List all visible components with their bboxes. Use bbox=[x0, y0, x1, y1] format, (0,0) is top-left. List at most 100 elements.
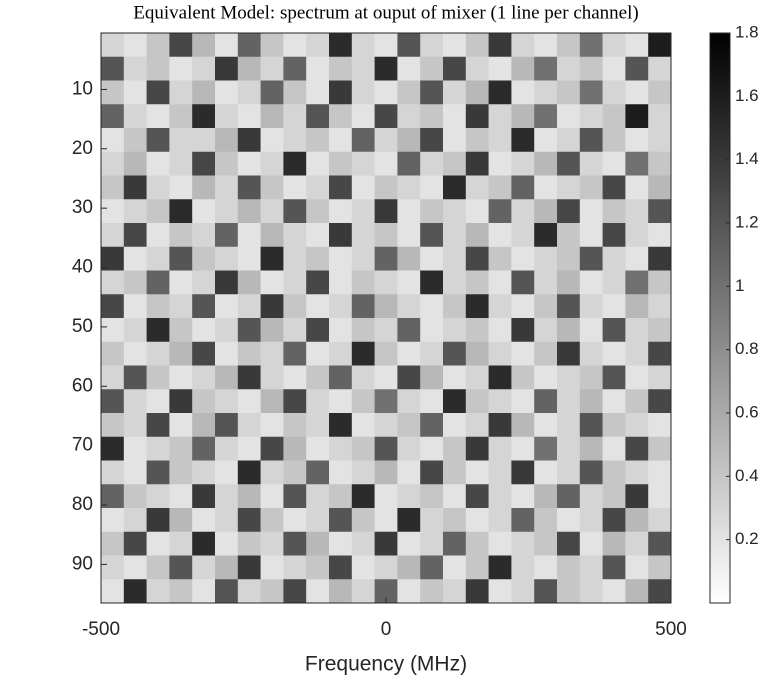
heatmap-cell bbox=[169, 104, 193, 129]
heatmap-cell bbox=[329, 460, 353, 485]
heatmap-cell bbox=[260, 341, 284, 366]
heatmap-cell bbox=[260, 413, 284, 438]
heatmap-cell bbox=[146, 104, 170, 129]
heatmap-cell bbox=[511, 175, 535, 200]
heatmap-cell bbox=[465, 246, 489, 271]
heatmap-cell bbox=[511, 33, 535, 58]
heatmap-cell bbox=[465, 365, 489, 390]
y-tick-label: 30 bbox=[72, 197, 93, 218]
heatmap-cell bbox=[351, 579, 375, 604]
heatmap-cell bbox=[648, 33, 672, 58]
heatmap-cell bbox=[351, 223, 375, 248]
heatmap-cell bbox=[283, 484, 307, 509]
heatmap-cell bbox=[511, 508, 535, 533]
heatmap-cell bbox=[420, 508, 444, 533]
heatmap-cell bbox=[488, 579, 512, 604]
heatmap-cell bbox=[625, 531, 649, 556]
heatmap-cell bbox=[329, 508, 353, 533]
heatmap-cell bbox=[511, 56, 535, 81]
heatmap-cell bbox=[237, 413, 261, 438]
heatmap-cell bbox=[397, 104, 421, 129]
heatmap-cell bbox=[465, 80, 489, 105]
heatmap-cell bbox=[306, 555, 330, 580]
heatmap-cell bbox=[169, 389, 193, 414]
heatmap-cell bbox=[101, 294, 125, 319]
heatmap-cell bbox=[192, 579, 216, 604]
heatmap-cell bbox=[420, 175, 444, 200]
heatmap-cell bbox=[374, 223, 398, 248]
heatmap-cell bbox=[397, 436, 421, 461]
heatmap-cell bbox=[329, 555, 353, 580]
colorbar-tick-label: 1.8 bbox=[735, 22, 759, 41]
heatmap-cell bbox=[101, 413, 125, 438]
heatmap-cell bbox=[283, 365, 307, 390]
chart-title: Equivalent Model: spectrum at ouput of m… bbox=[133, 2, 638, 23]
heatmap-cell bbox=[146, 270, 170, 295]
heatmap-cell bbox=[146, 341, 170, 366]
heatmap-cell bbox=[579, 246, 603, 271]
heatmap-cell bbox=[511, 104, 535, 129]
heatmap-cell bbox=[443, 56, 467, 81]
heatmap-cell bbox=[488, 270, 512, 295]
heatmap-cell bbox=[534, 56, 558, 81]
heatmap-cell bbox=[397, 389, 421, 414]
heatmap-cell bbox=[260, 365, 284, 390]
heatmap-cell bbox=[101, 531, 125, 556]
heatmap-cell bbox=[123, 128, 147, 153]
heatmap-cell bbox=[283, 531, 307, 556]
heatmap-cell bbox=[169, 555, 193, 580]
heatmap-cell bbox=[465, 436, 489, 461]
heatmap-cell bbox=[237, 246, 261, 271]
heatmap-cell bbox=[397, 579, 421, 604]
heatmap-cell bbox=[351, 104, 375, 129]
heatmap-cell bbox=[534, 128, 558, 153]
heatmap-cell bbox=[260, 33, 284, 58]
heatmap-cell bbox=[397, 508, 421, 533]
heatmap-cell bbox=[602, 199, 626, 224]
heatmap-cell bbox=[465, 555, 489, 580]
heatmap-cell bbox=[465, 294, 489, 319]
heatmap-cell bbox=[579, 318, 603, 343]
colorbar bbox=[709, 32, 731, 604]
heatmap-cell bbox=[101, 270, 125, 295]
heatmap-cell bbox=[215, 104, 239, 129]
heatmap-cell bbox=[488, 531, 512, 556]
heatmap-cell bbox=[648, 294, 672, 319]
heatmap-cell bbox=[465, 484, 489, 509]
heatmap-cell bbox=[146, 460, 170, 485]
heatmap-cell bbox=[283, 246, 307, 271]
heatmap-cell bbox=[351, 389, 375, 414]
heatmap-cell bbox=[602, 460, 626, 485]
heatmap-cell bbox=[534, 318, 558, 343]
heatmap-cell bbox=[237, 199, 261, 224]
heatmap-cell bbox=[306, 365, 330, 390]
heatmap-cell bbox=[534, 341, 558, 366]
heatmap-cell bbox=[443, 128, 467, 153]
heatmap-cell bbox=[648, 223, 672, 248]
heatmap-cell bbox=[488, 413, 512, 438]
heatmap-cell bbox=[397, 460, 421, 485]
heatmap-cell bbox=[306, 318, 330, 343]
heatmap-cell bbox=[260, 128, 284, 153]
heatmap-cell bbox=[465, 199, 489, 224]
heatmap-cell bbox=[260, 246, 284, 271]
heatmap-cell bbox=[579, 175, 603, 200]
heatmap-cell bbox=[648, 579, 672, 604]
heatmap-cell bbox=[283, 270, 307, 295]
heatmap-cell bbox=[557, 128, 581, 153]
heatmap-cell bbox=[192, 460, 216, 485]
heatmap-cell bbox=[192, 80, 216, 105]
heatmap-cell bbox=[420, 341, 444, 366]
heatmap-cell bbox=[625, 223, 649, 248]
heatmap-cell bbox=[351, 151, 375, 176]
heatmap-cell bbox=[511, 341, 535, 366]
heatmap-cell bbox=[169, 128, 193, 153]
heatmap-cell bbox=[397, 246, 421, 271]
heatmap-cell bbox=[648, 199, 672, 224]
heatmap-cell bbox=[215, 175, 239, 200]
heatmap-cell bbox=[443, 531, 467, 556]
heatmap-cell bbox=[374, 151, 398, 176]
heatmap-cell bbox=[625, 151, 649, 176]
heatmap-cell bbox=[625, 341, 649, 366]
heatmap-cell bbox=[625, 389, 649, 414]
